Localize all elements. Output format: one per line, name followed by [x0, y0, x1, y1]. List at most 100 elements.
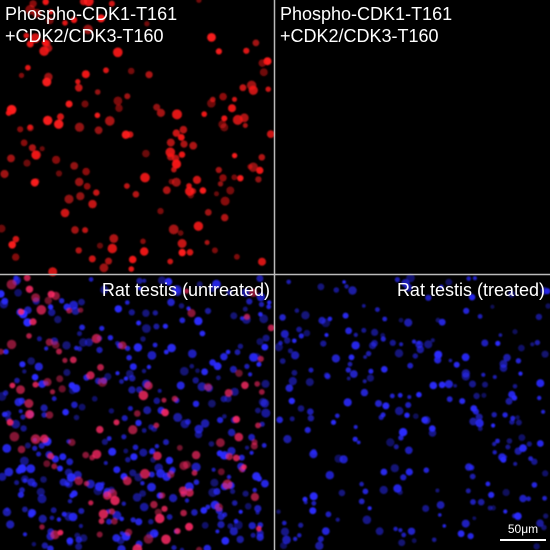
- cell: [140, 336, 146, 342]
- cell: [213, 362, 222, 371]
- cell: [36, 305, 47, 315]
- cell: [71, 401, 78, 409]
- cell: [325, 511, 332, 518]
- cell: [481, 392, 487, 398]
- cell: [515, 419, 522, 426]
- cell: [346, 376, 351, 381]
- cell: [134, 410, 141, 417]
- cell: [49, 515, 55, 521]
- cell: [99, 325, 105, 331]
- cell: [108, 508, 115, 515]
- cell: [278, 340, 283, 346]
- cell: [186, 249, 194, 256]
- cell: [191, 509, 198, 516]
- cell: [226, 186, 235, 195]
- cell: [470, 405, 478, 412]
- cell: [22, 369, 27, 374]
- cell: [265, 86, 271, 92]
- cell: [531, 482, 538, 488]
- cell: [75, 247, 82, 254]
- cell: [88, 277, 94, 282]
- cell: [397, 392, 403, 398]
- cell: [29, 318, 37, 326]
- cell: [164, 277, 173, 286]
- cell: [45, 411, 54, 419]
- cell: [113, 466, 121, 474]
- cell: [284, 337, 291, 344]
- cell: [167, 343, 176, 353]
- cell: [140, 172, 150, 183]
- cell: [317, 536, 324, 542]
- cell: [27, 124, 33, 130]
- cell: [9, 382, 16, 389]
- cell: [417, 340, 421, 345]
- cell: [424, 340, 433, 349]
- cell: [20, 456, 29, 466]
- cell: [171, 395, 178, 402]
- cell: [7, 154, 15, 163]
- cell: [39, 524, 45, 530]
- cell: [342, 280, 346, 284]
- scale-bar-label: 50μm: [508, 522, 538, 536]
- cell: [57, 529, 64, 536]
- cell: [180, 509, 187, 517]
- cell: [78, 298, 85, 306]
- cell: [244, 445, 250, 450]
- cell: [170, 285, 179, 294]
- cell: [24, 399, 34, 408]
- cell: [541, 350, 549, 358]
- cell: [153, 397, 161, 405]
- cell: [239, 466, 245, 473]
- cell: [436, 501, 445, 509]
- cell: [171, 545, 177, 550]
- cell: [157, 207, 164, 215]
- cell: [0, 472, 7, 481]
- cell: [345, 327, 352, 335]
- cell: [541, 524, 547, 531]
- cell: [106, 518, 112, 525]
- cell: [14, 480, 20, 486]
- cell: [286, 279, 292, 285]
- cell: [146, 364, 152, 370]
- cell: [358, 498, 365, 505]
- cell: [227, 523, 234, 529]
- panel-label: Phospho-CDK1-T161: [5, 4, 177, 24]
- cell: [256, 275, 264, 282]
- cell: [41, 412, 47, 418]
- cell: [140, 468, 150, 479]
- cell: [79, 338, 88, 347]
- cell: [156, 108, 165, 117]
- cell: [121, 415, 128, 422]
- cell: [223, 536, 228, 541]
- cell: [368, 368, 374, 374]
- cell: [352, 436, 358, 442]
- cell: [243, 47, 250, 54]
- cell: [113, 96, 123, 106]
- cell: [544, 288, 550, 295]
- cell: [411, 538, 417, 544]
- cell: [125, 528, 133, 536]
- cell: [78, 403, 86, 411]
- cell: [165, 456, 174, 465]
- cell: [256, 529, 264, 538]
- cell: [30, 33, 41, 44]
- cell: [191, 470, 198, 476]
- cell: [519, 494, 527, 503]
- cell: [43, 115, 53, 126]
- cell: [56, 375, 64, 383]
- cell: [362, 379, 367, 384]
- cell: [2, 444, 12, 453]
- cell: [210, 478, 219, 487]
- cell: [266, 130, 275, 139]
- cell: [255, 422, 261, 429]
- cell: [216, 375, 221, 381]
- cell: [31, 373, 39, 381]
- cell: [345, 367, 351, 373]
- cell: [204, 240, 210, 245]
- cell: [152, 342, 158, 348]
- cell: [330, 419, 337, 425]
- cell: [39, 146, 45, 152]
- cell: [488, 491, 495, 498]
- cell: [196, 546, 203, 550]
- cell: [60, 208, 70, 218]
